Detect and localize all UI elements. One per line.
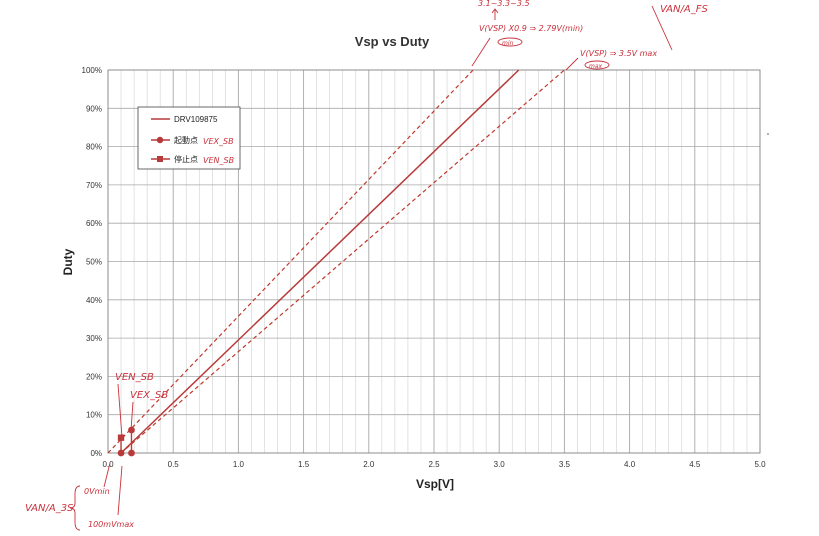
x-tick-label: 1.5 (298, 460, 310, 469)
y-tick-label: 60% (86, 219, 102, 228)
annotation-top-right-pointer (651, 5, 673, 51)
marker-start-point (128, 426, 135, 434)
y-tick-labels: 0% 10% 20% 30% 40% 50% 60% 70% 80% 90% 100% (82, 66, 102, 458)
x-tick-label: 0.5 (168, 460, 180, 469)
annotation-min-circle (497, 37, 523, 47)
x-tick-label: 0.0 (102, 460, 114, 469)
annotation-mv-max: 100mVmax (88, 520, 134, 529)
y-axis-title: Duty (61, 248, 75, 275)
x-axis-title: Vsp[V] (416, 477, 454, 491)
annotation-ov-min: 0Vmin (84, 487, 110, 496)
legend-stop-marker (157, 156, 163, 162)
legend-annotation-vex: VEX_SB (203, 137, 234, 146)
annotation-min-text: min (502, 40, 514, 47)
legend-label-drv: DRV109875 (174, 115, 218, 124)
annotation-range: 3.1~3.3~3.5 (478, 0, 530, 8)
annotation-max-text: max (589, 63, 603, 70)
annotation-van-3s: VAN/A_3S (25, 503, 74, 514)
x-tick-label: 3.5 (559, 460, 571, 469)
y-tick-label: 90% (86, 104, 102, 113)
series-group (107, 69, 565, 454)
plot-frame (107, 69, 761, 454)
annotation-vex-sb: VEX_SB (130, 390, 168, 401)
annotation-ov-pointer (103, 462, 111, 488)
marker-start-point (128, 449, 135, 457)
marker-group (117, 426, 135, 457)
chart-title: Vsp vs Duty (355, 34, 430, 49)
marker-start-point (117, 449, 125, 457)
legend: DRV109875 起動点 VEX_SB 停止点 VEN_SB (137, 106, 241, 170)
y-tick-label: 30% (86, 334, 102, 343)
y-tick-label: 20% (86, 372, 102, 381)
y-tick-label: 0% (90, 449, 102, 458)
y-tick-label: 40% (86, 296, 102, 305)
y-tick-label: 50% (86, 258, 102, 267)
annotation-max-circle (584, 60, 610, 70)
x-tick-label: 5.0 (754, 460, 766, 469)
annotation-lower-pointer (471, 37, 491, 67)
annotation-ven-sb: VEN_SB (115, 372, 154, 383)
legend-label-start: 起動点 (174, 136, 198, 145)
legend-annotation-ven: VEN_SB (203, 156, 234, 165)
x-tick-label: 3.0 (494, 460, 506, 469)
annotation-top-right: VAN/A_FS (660, 4, 708, 15)
x-tick-label: 2.5 (428, 460, 440, 469)
annotation-ven-pointer (117, 383, 123, 438)
y-tick-label: 80% (86, 143, 102, 152)
y-tick-label: 10% (86, 411, 102, 420)
x-tick-labels: 0.0 0.5 1.0 1.5 2.0 2.5 3.0 3.5 4.0 4.5 5.0 (102, 460, 766, 469)
series-line-drv (120, 69, 520, 454)
handwritten-annotations: 3.1~3.3~3.5 V(VSP) X0.9 ⇒ 2.79V(min) min… (25, 0, 769, 531)
y-tick-label: 100% (82, 66, 102, 75)
annotation-upper-pointer (565, 57, 579, 71)
x-tick-label: 1.0 (233, 460, 245, 469)
annotation-vex-pointer (130, 401, 134, 431)
annotation-lower-dashed: V(VSP) X0.9 ⇒ 2.79V(min) (479, 24, 583, 33)
x-tick-label: 4.5 (689, 460, 701, 469)
legend-start-marker (156, 136, 164, 144)
marker-stop-point (117, 434, 125, 441)
y-tick-label: 70% (86, 181, 102, 190)
annotation-range-arrow (491, 8, 499, 20)
legend-label-stop: 停止点 (174, 154, 198, 164)
annotation-mv-pointer (117, 465, 123, 516)
x-tick-label: 2.0 (363, 460, 375, 469)
annotation-brace (69, 485, 81, 531)
annotation-dot (767, 133, 769, 135)
annotation-upper-dashed: V(VSP) ⇒ 3.5V max (580, 49, 657, 58)
x-tick-label: 4.0 (624, 460, 636, 469)
